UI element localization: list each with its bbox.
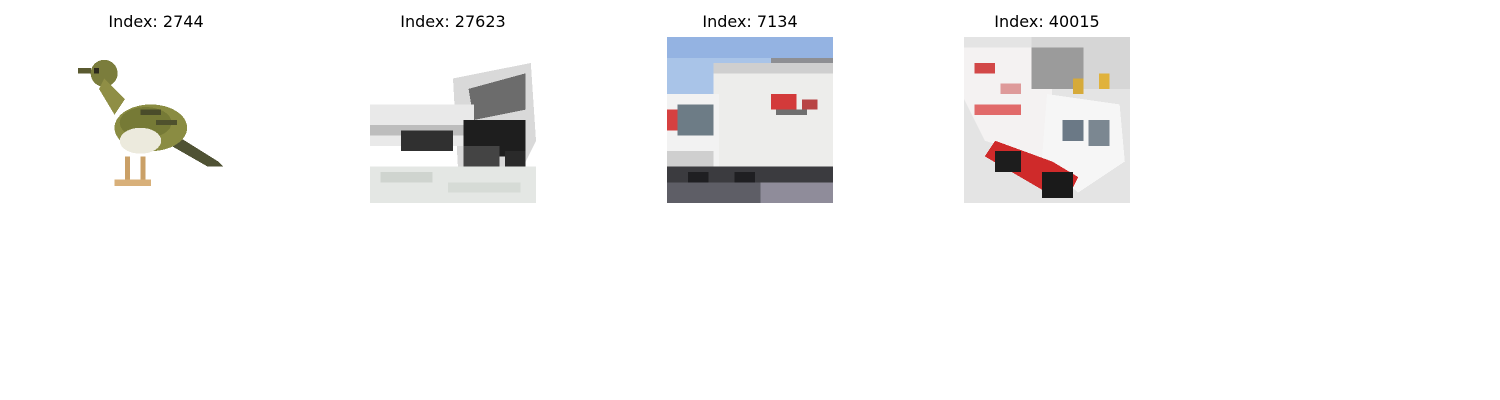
truck-thumbnail	[964, 37, 1130, 203]
truck-thumbnail	[370, 37, 536, 203]
panel-title: Index: 2744	[108, 12, 204, 31]
truck-thumbnail	[667, 37, 833, 203]
panel-title: Index: 27623	[400, 12, 506, 31]
panel-title: Index: 40015	[994, 12, 1100, 31]
panel-title: Index: 7134	[702, 12, 798, 31]
bird-thumbnail	[73, 37, 239, 203]
